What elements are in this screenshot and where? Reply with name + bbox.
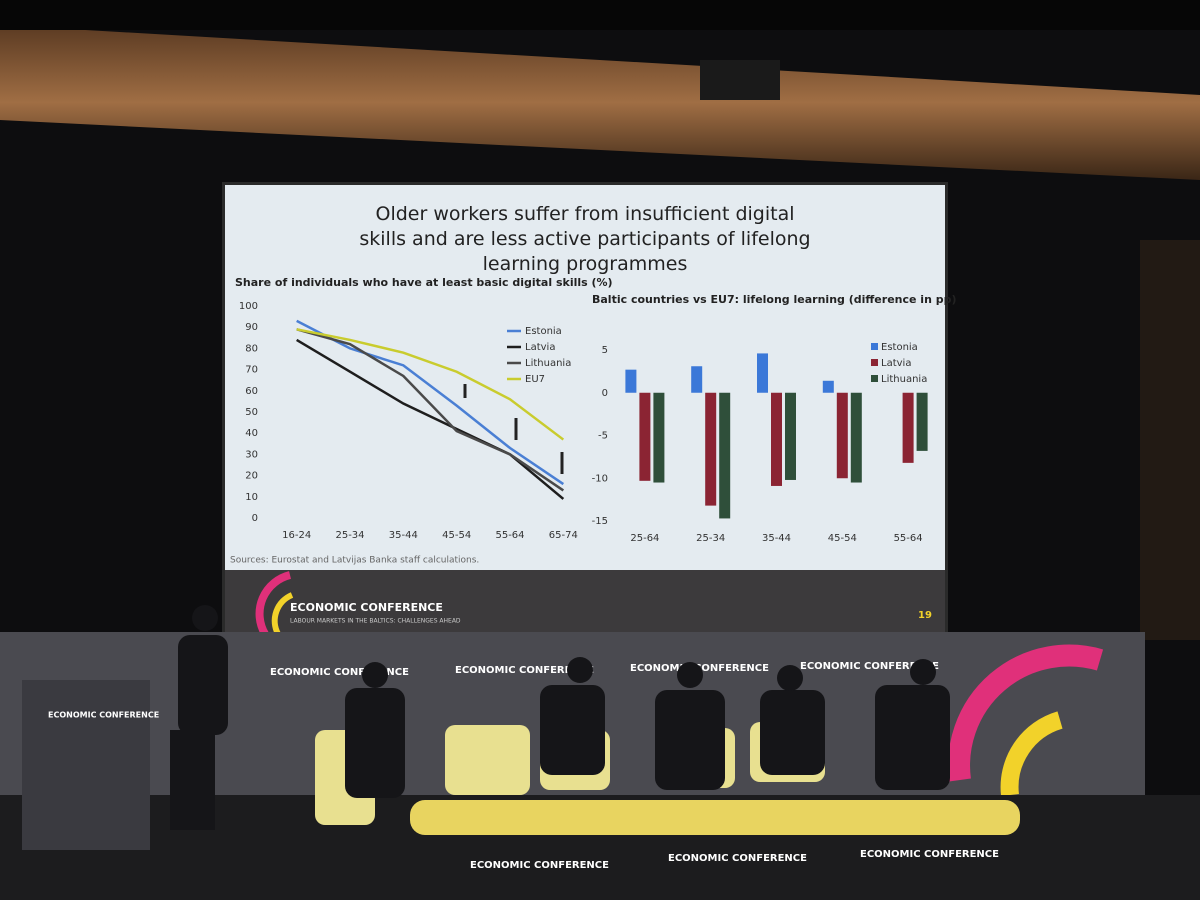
bar (757, 353, 768, 393)
y-tick-label: 0 (252, 513, 258, 524)
bar (771, 392, 782, 486)
x-tick-label: 25-34 (696, 533, 725, 544)
bar (785, 392, 796, 480)
x-tick-label: 25-34 (335, 530, 364, 541)
x-tick-label: 65-74 (549, 530, 578, 541)
legend-label: Estonia (525, 326, 562, 337)
chart-title: Baltic countries vs EU7: lifelong learni… (592, 293, 957, 306)
y-tick-label: -5 (598, 431, 608, 442)
y-tick-label: 0 (602, 388, 608, 399)
footer-arc (255, 571, 292, 637)
slide-title: Older workers suffer from insufficient d… (359, 203, 810, 275)
x-tick-label: 35-44 (389, 530, 418, 541)
footer-subtitle: LABOUR MARKETS IN THE BALTICS: CHALLENGE… (290, 618, 461, 625)
slide-title-line: learning programmes (483, 253, 688, 275)
y-tick-label: -10 (592, 473, 608, 484)
legend-label: Latvia (881, 358, 911, 369)
bar (850, 392, 862, 483)
slide-title-text: Older workers suffer from insufficient d… (375, 203, 794, 225)
podium-text: ECONOMIC CONFERENCE (48, 711, 159, 720)
y-tick-label: 70 (245, 365, 258, 376)
line (296, 319, 565, 486)
bar (836, 392, 848, 479)
footer-title: ECONOMIC CONFERENCE (290, 601, 443, 614)
bar (625, 369, 637, 393)
y-tick-label: 80 (245, 343, 258, 354)
line (296, 328, 565, 492)
x-tick-label: 25-64 (630, 533, 659, 544)
bar (653, 392, 665, 483)
line (296, 328, 565, 441)
banner-text: ECONOMIC CONFERENCE (668, 853, 807, 864)
banner-text: ECONOMIC CONFERENCE (860, 849, 999, 860)
y-tick-label: -15 (592, 516, 608, 527)
bar (902, 392, 914, 463)
bar (719, 392, 731, 519)
x-tick-label: 16-24 (282, 530, 311, 541)
flowers (410, 800, 1020, 835)
bar (691, 366, 703, 393)
y-tick-label: 90 (245, 322, 258, 333)
backdrop-arc (1000, 711, 1063, 796)
legend-swatch (871, 375, 878, 382)
legend-label: EU7 (525, 374, 545, 385)
bar (822, 380, 834, 393)
chart-title: Share of individuals who have at least b… (235, 276, 613, 289)
source: Sources: Eurostat and Latvijas Banka sta… (230, 556, 479, 566)
projector (700, 60, 780, 100)
legend-label: Estonia (881, 342, 918, 353)
x-tick-label: 35-44 (762, 533, 791, 544)
bar (705, 392, 717, 506)
slide-footer (225, 570, 945, 634)
banner-text: ECONOMIC CONFERENCE (470, 860, 609, 871)
footer-arc (271, 592, 294, 636)
legend-swatch (871, 343, 878, 350)
ceiling (0, 25, 1200, 180)
y-tick-label: 50 (245, 407, 258, 418)
y-tick-label: 20 (245, 471, 258, 482)
banner-text: ECONOMIC CONFERENCE (800, 661, 939, 672)
x-tick-label: 55-64 (894, 533, 923, 544)
y-tick-label: 100 (239, 301, 258, 312)
bar (639, 392, 651, 481)
banner-text: ECONOMIC CONFERENCE (455, 665, 594, 676)
page-number: 19 (918, 610, 932, 621)
side-wall (1140, 240, 1200, 640)
legend-label: Latvia (525, 342, 555, 353)
legend-label: Lithuania (881, 374, 927, 385)
gap-arrows (463, 384, 564, 474)
x-tick-label: 45-54 (828, 533, 857, 544)
y-tick-label: 5 (602, 345, 608, 356)
people (170, 605, 950, 830)
legend-swatch (871, 359, 878, 366)
x-tick-label: 45-54 (442, 530, 471, 541)
banner-text: ECONOMIC CONFERENCE (270, 667, 409, 678)
y-tick-label: 30 (245, 449, 258, 460)
backdrop-arc (948, 644, 1104, 782)
y-tick-label: 60 (245, 386, 258, 397)
podium (22, 680, 150, 850)
y-tick-label: 10 (245, 492, 258, 503)
y-tick-label: 40 (245, 428, 258, 439)
slide-title-line: skills and are less active participants … (359, 228, 810, 250)
slide (225, 185, 945, 570)
x-tick-label: 55-64 (495, 530, 524, 541)
legend-label: Lithuania (525, 358, 571, 369)
bar (916, 392, 928, 451)
ceiling-dark (0, 0, 1200, 30)
